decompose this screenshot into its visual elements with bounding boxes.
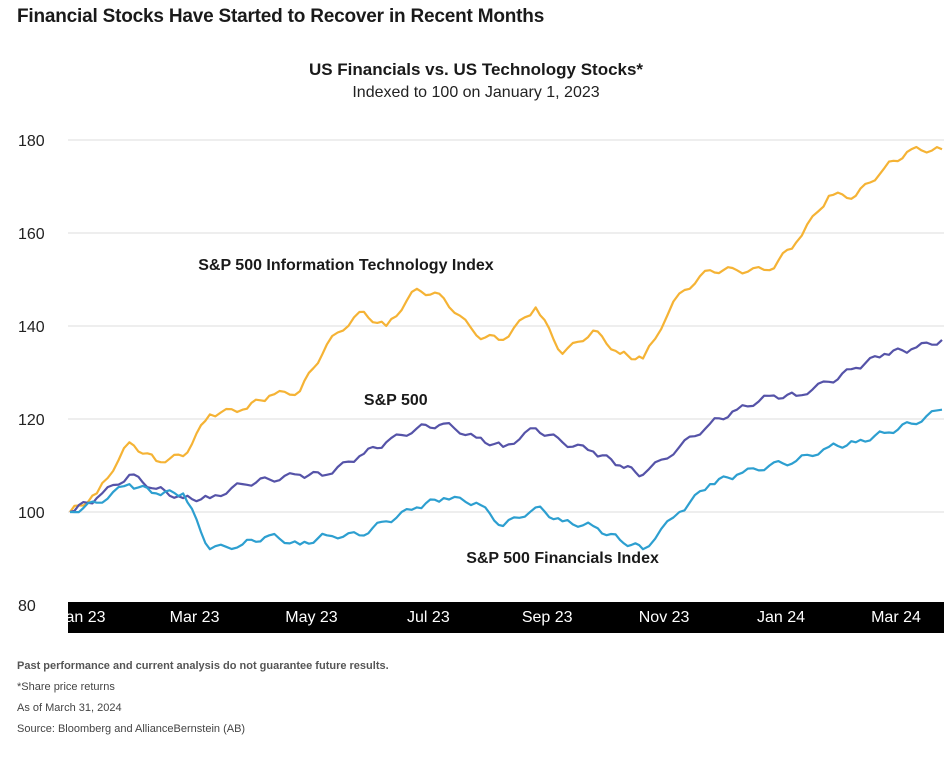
series-lines xyxy=(69,145,943,551)
y-tick-label: 140 xyxy=(18,319,45,336)
chart-title: US Financials vs. US Technology Stocks* xyxy=(308,60,644,79)
financials-index-label: S&P 500 Financials Index xyxy=(466,550,659,567)
chart-subtitle: Indexed to 100 on January 1, 2023 xyxy=(352,84,600,101)
footnotes: Past performance and current analysis do… xyxy=(17,660,389,744)
page-title: Financial Stocks Have Started to Recover… xyxy=(17,6,545,27)
x-tick-label: Sep 23 xyxy=(522,609,573,626)
x-tick-label: Mar 23 xyxy=(170,609,220,626)
y-axis-ticks: 80 100 120 140 160 180 xyxy=(18,133,45,615)
footnote-share-price: *Share price returns xyxy=(17,681,115,693)
x-tick-label: May 23 xyxy=(285,609,338,626)
x-tick-label: Nov 23 xyxy=(639,609,690,626)
x-tick-label: Jul 23 xyxy=(407,609,450,626)
y-tick-label: 160 xyxy=(18,226,45,243)
x-tick-label: Jan 24 xyxy=(757,609,805,626)
y-tick-label: 180 xyxy=(18,133,45,150)
y-tick-label: 100 xyxy=(18,505,45,522)
grid-lines xyxy=(68,139,944,513)
x-axis-ticks: Jan 23 Mar 23 May 23 Jul 23 Sep 23 Nov 23 Jan … xyxy=(57,609,921,626)
y-tick-label: 120 xyxy=(18,412,45,429)
as-of-date: As of March 31, 2024 xyxy=(17,702,122,714)
series-annotations: S&P 500 Information Technology Index S&P … xyxy=(198,257,659,567)
y-tick-label: 80 xyxy=(18,598,36,615)
sp500-label: S&P 500 xyxy=(364,392,428,409)
x-tick-label: Jan 23 xyxy=(57,609,105,626)
sp500-line xyxy=(69,339,943,514)
x-tick-label: Mar 24 xyxy=(871,609,921,626)
source-text: Source: Bloomberg and AllianceBernstein … xyxy=(17,723,246,735)
financials-index-line xyxy=(69,408,943,551)
tech-index-label: S&P 500 Information Technology Index xyxy=(198,257,494,274)
x-axis-band xyxy=(68,602,944,633)
disclaimer-text: Past performance and current analysis do… xyxy=(17,660,389,672)
tech-index-line xyxy=(69,145,943,513)
